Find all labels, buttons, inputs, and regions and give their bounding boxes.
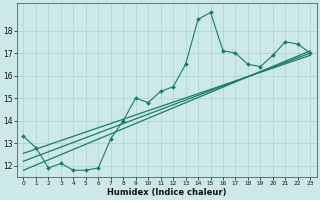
X-axis label: Humidex (Indice chaleur): Humidex (Indice chaleur) [107, 188, 227, 197]
